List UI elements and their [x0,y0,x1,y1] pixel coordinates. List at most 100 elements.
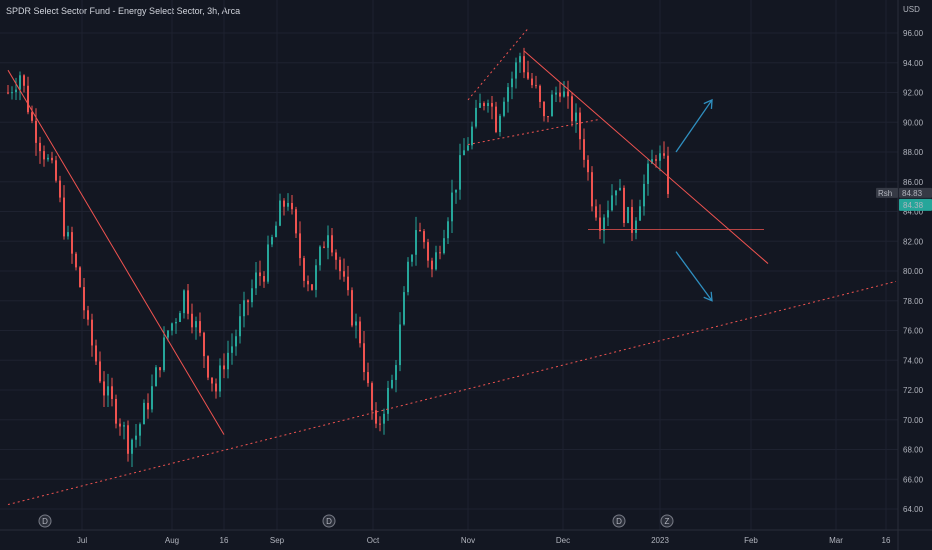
candle-body [351,290,353,326]
trendline-dotted [7,280,897,506]
candle-body [83,287,85,311]
candle-body [247,300,249,303]
price-tag-label: Rsh [878,189,892,198]
candle-body [495,106,497,133]
y-tick-label: 94.00 [903,59,924,68]
candle-body [619,187,621,191]
candle-body [647,163,649,184]
candle-body [107,386,109,396]
candle-body [471,126,473,146]
candle-body [31,112,33,121]
candle-body [343,271,345,277]
price-tag-label2: 84.83 [902,189,923,198]
y-tick-label: 74.00 [903,356,924,365]
candle-body [483,103,485,106]
chart-title: SPDR Select Sector Fund - Energy Select … [6,6,241,16]
candle-body [607,210,609,218]
candle-body [667,155,669,195]
y-tick-label: 72.00 [903,386,924,395]
candle-body [179,313,181,323]
last-price-label: 84.38 [903,201,924,210]
candle-body [635,220,637,233]
x-tick-label: Sep [270,536,285,545]
candle-body [19,75,21,90]
candle-body [275,225,277,238]
candle-body [507,87,509,102]
candle-body [631,207,633,233]
candle-body [439,252,441,254]
candle-body [551,94,553,117]
candle-body [503,101,505,116]
candle-body [379,423,381,425]
candle-body [623,187,625,223]
candle-body [55,160,57,181]
candle-body [151,386,153,410]
y-tick-label: 64.00 [903,505,924,514]
candle-body [163,337,165,371]
candle-body [223,365,225,370]
candle-body [263,276,265,282]
candle-body [515,62,517,79]
event-marker [38,514,52,528]
candle-body [187,290,189,314]
x-tick-label: Aug [165,536,179,545]
candle-body [383,413,385,424]
candle-body [579,112,581,140]
candle-body [243,300,245,317]
candle-body [591,172,593,207]
y-tick-label: 86.00 [903,178,924,187]
candle-body [547,116,549,118]
candle-body [447,221,449,239]
candle-body [355,321,357,326]
price-tag-label2-bg [899,187,932,198]
candle-body [583,139,585,160]
candle-body [51,157,53,161]
candle-body [499,115,501,133]
candle-body [479,103,481,108]
candle-body [363,343,365,373]
candle-body [563,91,565,97]
candle-body [155,367,157,387]
candle-body [35,120,37,143]
candle-body [431,260,433,270]
candle-body [267,244,269,282]
candle-body [207,356,209,378]
candle-body [71,232,73,254]
candle-body [319,246,321,266]
y-tick-label: 70.00 [903,416,924,425]
candle-body [571,96,573,122]
candle-body [455,189,457,193]
candle-body [167,330,169,338]
candle-body [487,103,489,106]
candle-body [615,190,617,196]
candle-body [195,321,197,328]
candle-body [391,379,393,388]
y-unit-label: USD [903,5,920,14]
candle-body [15,89,17,93]
candle-body [395,365,397,380]
candle-body [287,202,289,207]
candle-body [131,439,133,454]
candle-body [87,310,89,320]
candle-body [451,192,453,222]
candle-body [371,383,373,411]
candle-body [75,253,77,268]
candle-body [219,365,221,392]
candle-body [39,142,41,152]
candle-body [611,195,613,211]
candle-body [475,107,477,127]
x-tick-label: Mar [829,536,843,545]
candle-body [651,159,653,164]
candle-body [423,231,425,243]
candle-body [595,206,597,218]
candle-body [511,78,513,88]
arrow-up-shaft [675,99,713,153]
last-price-tag [899,198,932,211]
candle-body [67,232,69,237]
candle-body [7,92,9,94]
y-tick-label: 66.00 [903,475,924,484]
candle-body [411,254,413,262]
candle-body [403,292,405,325]
candle-body [523,56,525,73]
